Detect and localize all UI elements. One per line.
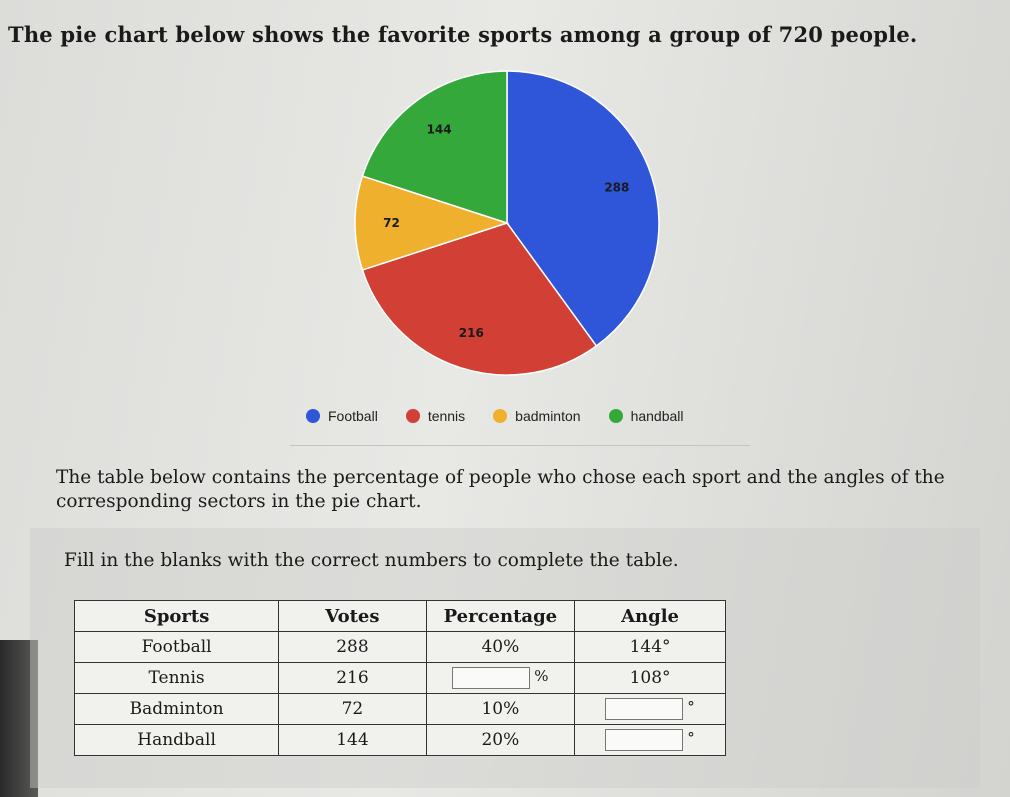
cell-percentage: 20%	[425, 724, 576, 756]
cell-sport: Football	[73, 631, 280, 663]
header-sports: Sports	[73, 600, 280, 632]
slice-label-football: 288	[604, 180, 629, 194]
slice-label-tennis: 216	[459, 326, 484, 340]
degree-sign: °	[687, 698, 695, 716]
pie-chart: 288 216 72 144	[354, 70, 660, 376]
legend-label-football: Football	[328, 408, 378, 424]
cell-angle-blank: °	[574, 693, 726, 725]
cell-angle: 108°	[574, 662, 726, 694]
legend-label-handball: handball	[630, 408, 684, 424]
cell-votes: 144	[278, 724, 427, 756]
header-percentage: Percentage	[425, 600, 576, 632]
legend-item-badminton: badminton	[493, 408, 581, 424]
sports-table: Sports Votes Percentage Angle Football 2…	[73, 600, 726, 756]
table-row: Handball 144 20% °	[73, 724, 726, 756]
cell-votes: 288	[278, 631, 427, 663]
table-row: Football 288 40% 144°	[73, 631, 726, 663]
divider	[290, 445, 750, 446]
cell-angle-blank: °	[574, 724, 726, 756]
pie-slice-badminton	[354, 175, 510, 271]
pie-slice-tennis	[361, 222, 598, 376]
pie-slice-football	[506, 70, 660, 348]
chart-legend: Football tennis badminton handball	[306, 408, 684, 424]
cell-sport: Badminton	[73, 693, 280, 725]
cell-sport: Handball	[73, 724, 280, 756]
legend-dot-badminton	[493, 409, 508, 423]
legend-label-badminton: badminton	[515, 408, 581, 424]
instruction-text: Fill in the blanks with the correct numb…	[64, 550, 679, 571]
legend-item-football: Football	[306, 408, 378, 424]
table-row: Badminton 72 10% °	[73, 693, 726, 725]
dark-left-edge	[0, 640, 38, 797]
cell-angle: 144°	[574, 631, 726, 663]
legend-item-tennis: tennis	[405, 408, 466, 424]
slice-label-badminton: 72	[383, 216, 400, 230]
cell-sport: Tennis	[73, 662, 280, 694]
slice-label-handball: 144	[427, 123, 452, 137]
cell-votes: 72	[278, 693, 427, 725]
intro-text: The pie chart below shows the favorite s…	[8, 22, 918, 47]
pie-slice-handball	[361, 70, 508, 225]
legend-dot-football	[306, 409, 320, 423]
legend-item-handball: handball	[608, 408, 684, 424]
legend-dot-tennis	[405, 409, 420, 423]
cell-percentage: 10%	[425, 693, 576, 725]
table-description: The table below contains the percentage …	[56, 467, 945, 512]
cell-percentage: 40%	[425, 631, 576, 663]
legend-label-tennis: tennis	[427, 408, 466, 424]
percent-sign: %	[534, 667, 549, 685]
legend-dot-handball	[608, 409, 623, 423]
cell-percentage-blank: %	[425, 662, 576, 694]
table-header-row: Sports Votes Percentage Angle	[73, 600, 726, 632]
degree-sign: °	[687, 729, 695, 747]
badminton-angle-input[interactable]	[605, 698, 684, 720]
table-row: Tennis 216 % 108°	[73, 662, 726, 694]
tennis-percentage-input[interactable]	[452, 667, 531, 689]
header-angle: Angle	[574, 600, 726, 632]
handball-angle-input[interactable]	[605, 729, 684, 751]
cell-votes: 216	[278, 662, 427, 694]
header-votes: Votes	[278, 600, 427, 632]
